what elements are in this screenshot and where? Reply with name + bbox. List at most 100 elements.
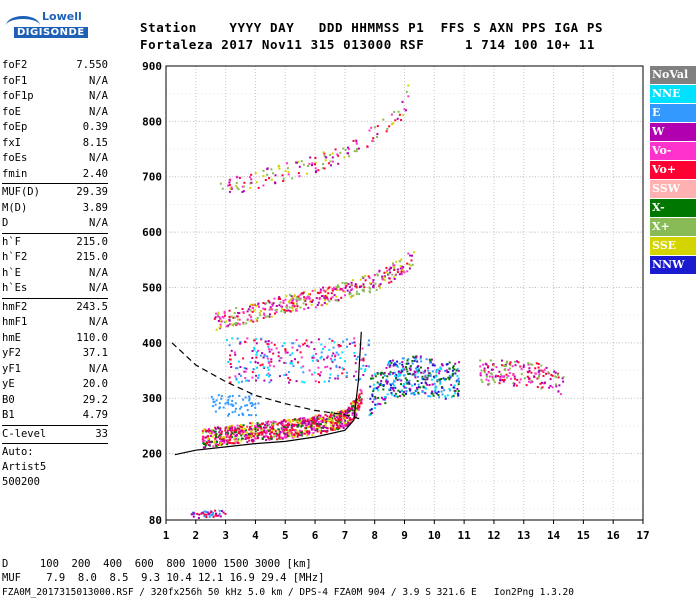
echo-e-cluster: [255, 414, 257, 417]
echo-o1: [344, 424, 347, 427]
echo-o2: [299, 306, 302, 309]
echo-spread-f: [485, 378, 488, 381]
echo-o1: [242, 430, 245, 433]
echo-o2: [335, 295, 338, 298]
echo-spread-f: [527, 363, 530, 366]
echo-spread-f: [489, 359, 492, 362]
echo-x1: [451, 369, 454, 372]
echo-o1: [204, 443, 207, 446]
echo-o3: [249, 186, 252, 189]
echo-x1: [400, 371, 402, 374]
echo-o1: [273, 432, 276, 435]
echo-x1: [418, 368, 420, 371]
echo-o1: [341, 422, 344, 425]
echo-x1: [420, 360, 423, 363]
echo-x1: [448, 388, 451, 390]
echo-diffuse: [353, 375, 355, 378]
echo-o2: [392, 263, 395, 266]
echo-o2: [270, 315, 273, 318]
echo-o3: [397, 110, 400, 113]
echo-diffuse: [267, 340, 270, 343]
x-tick-label: 2: [193, 529, 200, 542]
echo-o2: [343, 282, 346, 285]
echo-o2: [285, 309, 288, 312]
echo-diffuse: [291, 342, 294, 345]
echo-o2: [388, 281, 391, 284]
echo-o2: [372, 286, 375, 288]
echo-diffuse: [234, 353, 237, 356]
echo-o1: [234, 441, 237, 444]
echo-o2: [400, 273, 403, 276]
echo-diffuse: [245, 379, 248, 382]
param-value: 29.39: [76, 186, 108, 198]
echo-diffuse: [241, 380, 243, 383]
echo-spread-f: [495, 374, 497, 377]
echo-o2: [408, 263, 411, 266]
echo-o1: [356, 407, 359, 409]
echo-x1: [369, 409, 372, 412]
echo-diffuse: [310, 341, 313, 344]
echo-o1: [249, 434, 251, 437]
echo-diffuse: [331, 354, 334, 357]
echo-x1: [370, 412, 373, 414]
echo-diffuse: [230, 366, 233, 368]
echo-o1: [237, 431, 240, 434]
echo-x1: [452, 394, 455, 397]
echo-x1: [448, 361, 451, 364]
echo-spread-f: [529, 363, 532, 366]
echo-o2: [381, 278, 384, 281]
echo-o2: [385, 266, 388, 269]
echo-o2: [268, 315, 271, 318]
echo-x1: [373, 407, 376, 409]
param-key: h`F: [2, 235, 21, 248]
echo-spread-f: [499, 376, 502, 379]
echo-o1: [256, 427, 259, 430]
echo-o2: [399, 267, 402, 270]
param-value: 20.0: [82, 378, 108, 390]
y-tick-label: 200: [142, 448, 162, 461]
param-key: fmin: [2, 167, 28, 180]
echo-x1: [447, 376, 450, 379]
echo-o3: [241, 191, 244, 193]
echo-diffuse: [303, 342, 306, 345]
echo-o2: [351, 288, 354, 291]
echo-o2: [409, 254, 412, 257]
echo-o1: [276, 438, 279, 441]
echo-e-cluster: [242, 398, 244, 401]
echo-diffuse: [251, 350, 254, 352]
x-tick-label: 17: [636, 529, 649, 542]
echo-x1: [434, 391, 437, 394]
echo-o1: [311, 434, 314, 436]
echo-o2: [305, 303, 307, 306]
echo-diffuse: [354, 362, 357, 365]
echo-o1: [268, 438, 271, 441]
echo-o1: [356, 401, 359, 404]
echo-x1: [420, 371, 423, 374]
echo-o1: [216, 440, 218, 443]
echo-o1: [258, 426, 260, 429]
echo-o2: [306, 296, 309, 299]
param-separator: [2, 232, 108, 234]
echo-o1: [360, 401, 363, 404]
echo-o3: [262, 169, 265, 172]
echo-spread-f: [517, 361, 520, 364]
echo-o2: [339, 288, 342, 290]
echo-x1: [407, 373, 410, 375]
echo-o1: [301, 430, 303, 433]
echo-spread-f: [554, 375, 557, 378]
echo-diffuse: [269, 364, 272, 367]
echo-e-cluster: [212, 405, 214, 408]
echo-o2: [264, 315, 267, 318]
echo-diffuse: [317, 373, 320, 376]
echo-o1: [227, 439, 230, 442]
param-value: 0.39: [82, 121, 108, 133]
echo-spread-f: [556, 373, 559, 376]
echo-o2: [352, 279, 355, 282]
echo-o1: [311, 418, 314, 421]
echo-o1: [209, 441, 212, 444]
echo-x1: [400, 368, 403, 371]
x-tick-label: 4: [252, 529, 259, 542]
echo-o2: [296, 305, 299, 308]
electron-density-profile: [174, 331, 362, 456]
echo-x1: [444, 378, 447, 381]
